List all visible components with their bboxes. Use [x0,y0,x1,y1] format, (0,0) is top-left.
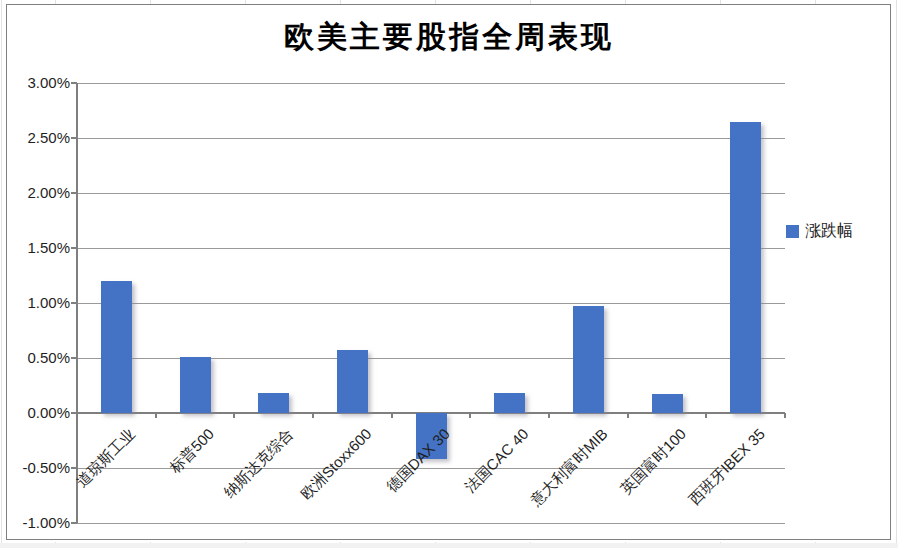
bar[interactable] [494,393,525,413]
y-gridline [77,523,785,524]
legend-swatch-icon [786,225,799,238]
x-axis-tick [705,413,707,418]
x-axis-tick [784,413,786,418]
x-axis-tick [155,413,157,418]
x-axis-tick [76,413,78,418]
y-axis-line [76,83,78,523]
y-axis-label: 2.50% [8,129,70,147]
x-axis-tick [469,413,471,418]
y-axis-label: 3.00% [8,74,70,92]
y-axis-label: 1.50% [8,239,70,257]
y-axis-label: 0.00% [8,404,70,422]
bar[interactable] [258,393,289,413]
bar[interactable] [652,394,683,413]
x-axis-tick [391,413,393,418]
x-axis-tick [627,413,629,418]
y-gridline [77,303,785,304]
y-gridline [77,83,785,84]
y-axis-label: -1.00% [8,514,70,532]
x-axis-tick [312,413,314,418]
bar[interactable] [337,350,368,413]
chart-canvas: 欧美主要股指全周表现 3.00% 2.50% 2.00% 1.50% 1.00% 0.50… [0,0,898,548]
bar[interactable] [573,306,604,413]
chart-title[interactable]: 欧美主要股指全周表现 [284,17,614,58]
bar[interactable] [101,281,132,413]
bar[interactable] [180,357,211,413]
legend-label: 涨跌幅 [805,221,853,242]
y-axis-label: 1.00% [8,294,70,312]
worksheet-gridline [1,0,2,548]
x-axis-tick [233,413,235,418]
y-gridline [77,248,785,249]
worksheet-gridline [896,0,897,548]
y-axis-label: 0.50% [8,349,70,367]
x-axis-tick [548,413,550,418]
y-axis-label: -0.50% [8,459,70,477]
y-gridline [77,193,785,194]
legend[interactable]: 涨跌幅 [786,222,853,240]
bar[interactable] [730,122,761,414]
y-axis-label: 2.00% [8,184,70,202]
worksheet-row-band [0,543,898,548]
y-gridline [77,138,785,139]
